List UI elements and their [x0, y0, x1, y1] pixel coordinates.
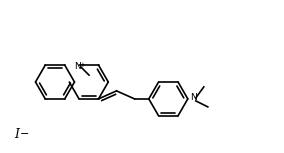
- Text: +: +: [80, 62, 85, 68]
- Text: N: N: [74, 62, 80, 71]
- Text: −: −: [20, 129, 29, 139]
- Text: N: N: [190, 93, 197, 102]
- Text: I: I: [14, 129, 19, 142]
